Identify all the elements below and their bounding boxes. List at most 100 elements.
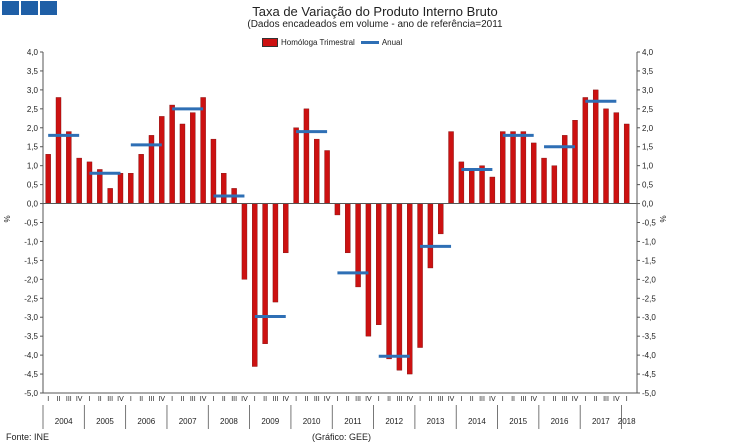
- quarter-tick-label: II: [222, 396, 226, 403]
- y-tick-label-right: 0,5: [642, 181, 654, 190]
- bar-quarterly: [200, 97, 206, 204]
- bar-quarterly: [345, 203, 351, 254]
- quarter-tick-label: I: [295, 396, 297, 403]
- quarter-tick-label: III: [190, 396, 196, 403]
- y-tick-label-right: 2,5: [642, 105, 654, 114]
- y-tick-label-right: 3,0: [642, 86, 654, 95]
- y-tick-label-left: 4,0: [27, 48, 39, 57]
- chart-annual-lines: [48, 99, 617, 358]
- quarter-tick-label: III: [355, 396, 361, 403]
- y-tick-label-left: 1,5: [27, 143, 39, 152]
- quarter-tick-label: I: [378, 396, 380, 403]
- quarter-tick-label: IV: [282, 396, 289, 403]
- bar-quarterly: [355, 203, 361, 288]
- quarter-tick-label: IV: [117, 396, 124, 403]
- bar-quarterly: [293, 127, 299, 204]
- bar-quarterly: [489, 176, 496, 204]
- y-tick-label-left: -2,0: [24, 275, 38, 284]
- bar-quarterly: [479, 165, 485, 204]
- bar-quarterly: [45, 154, 51, 204]
- bar-quarterly: [365, 203, 372, 337]
- y-tick-label-left: -1,5: [24, 256, 38, 265]
- quarter-tick-label: II: [139, 396, 143, 403]
- y-tick-label-right: -2,5: [642, 294, 656, 303]
- quarter-tick-label: III: [149, 396, 155, 403]
- quarter-tick-label: I: [460, 396, 462, 403]
- year-label: 2006: [137, 417, 155, 426]
- bar-quarterly: [592, 89, 599, 204]
- bar-quarterly: [417, 203, 423, 348]
- quarter-tick-label: II: [552, 396, 556, 403]
- quarter-tick-label: III: [438, 396, 444, 403]
- chart-subtitle: (Dados encadeados em volume - ano de ref…: [247, 19, 503, 30]
- y-tick-label-right: -5,0: [642, 389, 656, 398]
- y-tick-label-left: -1,0: [24, 237, 38, 246]
- y-tick-label-left: -0,5: [24, 219, 38, 228]
- legend-swatch-line: [360, 41, 379, 44]
- quarter-tick-label: IV: [200, 396, 207, 403]
- y-tick-label-left: -3,0: [24, 313, 38, 322]
- bar-quarterly: [86, 161, 93, 204]
- quarter-tick-label: I: [130, 396, 132, 403]
- y-tick-label-right: 1,5: [642, 143, 654, 152]
- quarter-tick-label: II: [98, 396, 102, 403]
- quarter-tick-label: I: [502, 396, 504, 403]
- bar-quarterly: [241, 203, 248, 280]
- year-label: 2004: [55, 417, 73, 426]
- year-label: 2018: [618, 417, 636, 426]
- quarter-tick-label: II: [181, 396, 185, 403]
- bar-quarterly: [500, 131, 506, 204]
- quarter-tick-label: II: [57, 396, 61, 403]
- quarter-tick-label: I: [212, 396, 214, 403]
- quarter-tick-label: I: [336, 396, 338, 403]
- quarter-tick-label: I: [543, 396, 545, 403]
- quarter-tick-label: III: [231, 396, 237, 403]
- year-label: 2015: [509, 417, 527, 426]
- y-axis-label-left: %: [3, 215, 12, 222]
- bar-quarterly: [76, 157, 82, 204]
- bar-quarterly: [541, 157, 547, 204]
- y-tick-label-right: 1,0: [642, 162, 654, 171]
- bar-quarterly: [520, 131, 527, 204]
- quarter-tick-label: II: [511, 396, 515, 403]
- quarter-tick-label: IV: [324, 396, 331, 403]
- y-tick-label-right: -2,0: [642, 275, 656, 284]
- legend-item-annual: Anual: [360, 38, 402, 47]
- year-label: 2017: [592, 417, 610, 426]
- quarter-tick-label: II: [470, 396, 474, 403]
- logo-square-icon: [21, 1, 38, 15]
- bar-quarterly: [531, 142, 537, 204]
- bar-quarterly: [334, 203, 341, 216]
- bar-quarterly: [138, 154, 144, 204]
- quarter-tick-label: I: [47, 396, 49, 403]
- y-tick-label-right: -4,0: [642, 351, 656, 360]
- y-tick-label-right: 3,5: [642, 67, 654, 76]
- y-tick-label-left: -4,0: [24, 351, 38, 360]
- bar-quarterly: [179, 123, 186, 204]
- year-label: 2009: [261, 417, 279, 426]
- y-tick-label-right: 4,0: [642, 48, 654, 57]
- y-tick-label-right: 0,0: [642, 200, 654, 209]
- bar-quarterly: [510, 131, 516, 204]
- quarter-tick-label: I: [419, 396, 421, 403]
- year-label: 2012: [385, 417, 403, 426]
- bar-quarterly: [582, 97, 589, 204]
- y-tick-label-right: -1,5: [642, 256, 656, 265]
- quarter-tick-label: IV: [406, 396, 413, 403]
- bar-quarterly: [407, 203, 413, 375]
- bar-quarterly: [448, 131, 454, 204]
- legend-swatch-bar: [262, 38, 278, 47]
- y-tick-label-left: 3,0: [27, 86, 39, 95]
- quarter-tick-label: IV: [158, 396, 165, 403]
- chart-labels: 4,0 4,0 3,5 3,5 3,0 3,0 2,5 2,5 2,0 2,0 1,5 1,5 1,0 1…: [3, 48, 668, 426]
- y-tick-label-right: 2,0: [642, 124, 654, 133]
- y-tick-label-left: -5,0: [24, 389, 38, 398]
- y-axis-label-right: %: [659, 215, 668, 222]
- bar-quarterly: [314, 138, 320, 204]
- quarter-tick-label: III: [603, 396, 609, 403]
- brand-logo: [2, 1, 57, 15]
- bar-quarterly: [613, 112, 620, 204]
- quarter-tick-label: IV: [572, 396, 579, 403]
- year-label: 2013: [427, 417, 445, 426]
